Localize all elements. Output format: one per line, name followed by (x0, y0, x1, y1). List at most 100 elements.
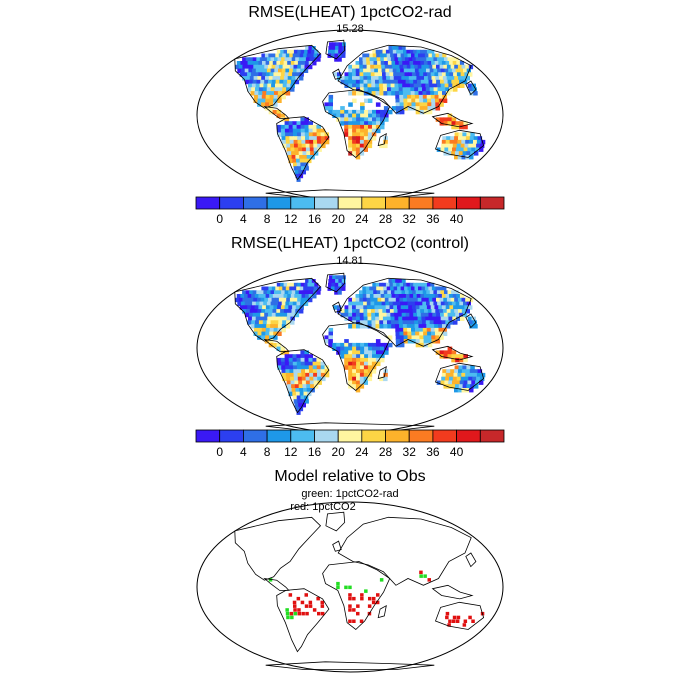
heatmap-cell (468, 87, 474, 92)
heatmap-cell (476, 139, 482, 145)
heatmap-cell (459, 68, 464, 73)
red-dot (320, 604, 325, 608)
heatmap-cell (407, 335, 413, 340)
heatmap-cell (304, 361, 310, 367)
heatmap-cell (442, 53, 447, 58)
heatmap-cell (456, 305, 462, 310)
heatmap-cell (447, 354, 453, 359)
heatmap-cell (348, 376, 353, 382)
heatmap-cell (254, 305, 259, 310)
heatmap-cell (399, 282, 404, 288)
heatmap-cell (297, 294, 303, 299)
heatmap-cell (360, 361, 365, 367)
heatmap-cell (348, 128, 353, 134)
heatmap-cell (355, 61, 360, 66)
heatmap-cell (253, 76, 258, 81)
heatmap-cell (380, 290, 385, 295)
heatmap-cell (276, 113, 282, 118)
heatmap-cell (424, 286, 429, 291)
heatmap-cell (435, 331, 440, 336)
heatmap-cell (297, 143, 303, 149)
heatmap-cell (356, 354, 361, 359)
heatmap-cell (274, 87, 279, 92)
coastline-eurasia (337, 277, 472, 347)
heatmap-cell (248, 301, 253, 306)
heatmap-cell (375, 339, 381, 344)
red-dot (368, 596, 372, 601)
heatmap-cell (287, 309, 293, 314)
heatmap-cell (270, 301, 275, 306)
heatmap-cell (285, 91, 291, 96)
heatmap-cell (423, 49, 428, 55)
heatmap-cell (403, 64, 408, 70)
heatmap-cell (278, 286, 283, 291)
heatmap-cell (248, 312, 254, 318)
heatmap-cell (437, 301, 442, 306)
heatmap-cell (299, 173, 304, 179)
heatmap-cell (384, 297, 390, 303)
heatmap-cell (414, 286, 419, 291)
heatmap-cell (340, 346, 345, 351)
heatmap-cell (368, 109, 373, 115)
heatmap-cell (395, 297, 401, 303)
heatmap-cell (390, 316, 396, 321)
heatmap-cell (379, 83, 384, 88)
heatmap-cell (288, 290, 293, 295)
heatmap-cell (414, 87, 419, 92)
heatmap-cell (407, 102, 413, 107)
heatmap-cell (288, 57, 293, 62)
heatmap-cell (241, 68, 246, 73)
heatmap-cell (328, 335, 333, 340)
coastline-australia (434, 129, 485, 158)
heatmap-cell (434, 327, 440, 333)
heatmap-cell (399, 64, 404, 70)
red-dot (317, 611, 321, 616)
heatmap-cell (426, 305, 432, 310)
heatmap-cell (300, 117, 305, 122)
heatmap-cell (275, 297, 280, 303)
heatmap-cell (348, 121, 353, 126)
heatmap-cell (366, 290, 371, 295)
heatmap-cell (395, 106, 401, 111)
heatmap-cell (372, 113, 377, 118)
heatmap-cell (248, 83, 253, 88)
heatmap-cell (276, 49, 281, 55)
heatmap-cell (317, 372, 322, 378)
heatmap-cell (419, 102, 424, 107)
heatmap-cell (281, 94, 286, 100)
heatmap-cell (287, 79, 292, 85)
heatmap-cell (261, 309, 266, 314)
heatmap-cell (452, 316, 457, 321)
comparison-title: Model relative to Obs (274, 468, 426, 485)
heatmap-cell (420, 76, 425, 81)
red-dot (371, 600, 376, 605)
heatmap-cell (261, 94, 267, 100)
heatmap-cell (268, 309, 274, 314)
heatmap-cell (398, 61, 403, 66)
heatmap-cell (236, 61, 241, 66)
heatmap-cell (422, 57, 427, 62)
heatmap-cell (305, 136, 310, 141)
heatmap-cell (309, 376, 314, 382)
heatmap-cell (308, 132, 314, 137)
heatmap-cell (379, 282, 384, 288)
heatmap-cell (274, 91, 279, 96)
heatmap-cell (348, 68, 353, 73)
heatmap-cell (426, 57, 431, 62)
heatmap-cell (413, 294, 418, 299)
heatmap-cell (298, 403, 303, 408)
coastline-japan (465, 80, 477, 96)
red-dot (316, 596, 320, 601)
coastline-greenland (325, 39, 346, 60)
heatmap-cell (386, 286, 391, 291)
heatmap-cell (348, 342, 353, 348)
heatmap-cell (444, 147, 449, 152)
heatmap-cell (412, 76, 417, 81)
heatmap-cell (328, 279, 333, 284)
heatmap-cell (397, 309, 402, 314)
heatmap-cell (378, 312, 384, 318)
heatmap-cell (283, 49, 288, 55)
heatmap-cell (391, 91, 396, 96)
heatmap-cell (265, 309, 270, 314)
heatmap-cell (340, 106, 345, 111)
